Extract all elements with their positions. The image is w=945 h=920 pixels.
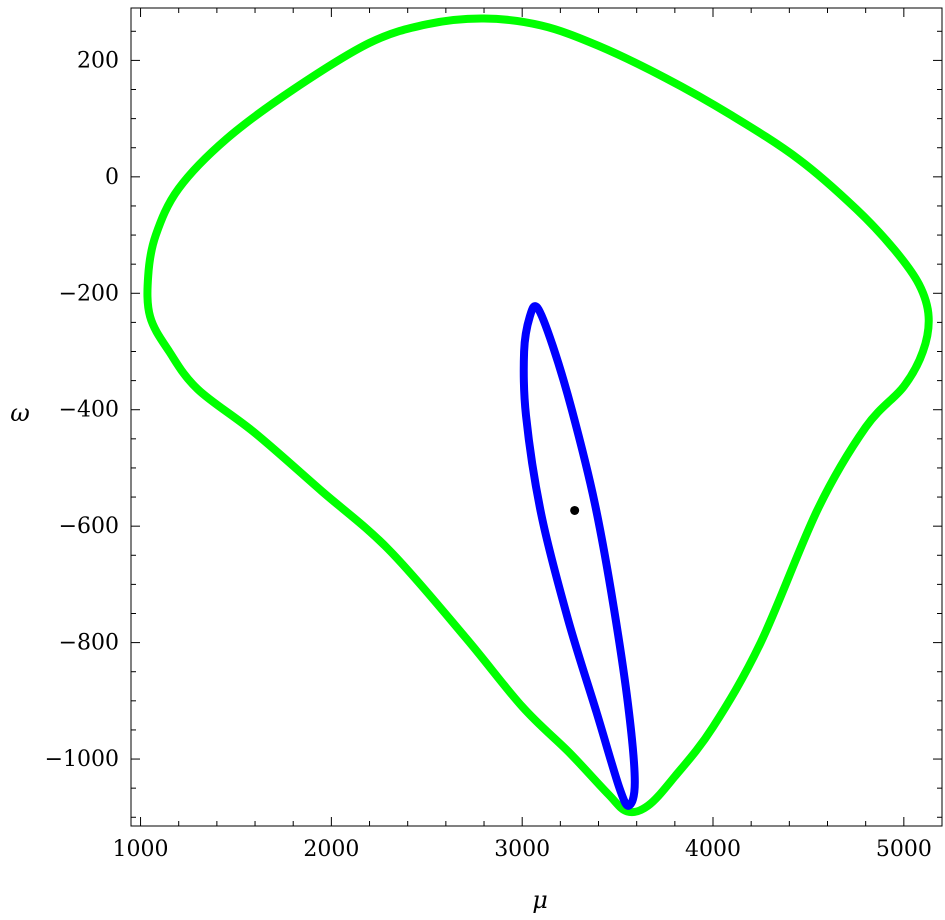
ticks-layer: 1000 2000 3000 4000 50002000−200−400−600−800… [45,8,943,862]
x-tick-label: 5000 [876,837,932,862]
series-contour-2 [519,302,639,810]
y-tick-label: −800 [59,631,119,656]
y-tick-label: −400 [59,398,119,423]
center-point [570,505,580,515]
x-tick-label: 1000 [113,837,169,862]
series-layer [143,14,933,817]
plot-frame [130,7,943,827]
y-axis-title: ω [10,399,30,427]
y-tick-label: 0 [105,165,119,190]
y-tick-label: −1000 [45,747,119,772]
x-tick-label: 2000 [303,837,359,862]
series-contour-1 [143,14,933,817]
y-tick-label: −200 [59,281,119,306]
points-layer [570,505,580,515]
x-tick-label: 4000 [685,837,741,862]
y-tick-label: 200 [77,48,119,73]
y-tick-label: −600 [59,514,119,539]
x-tick-label: 3000 [494,837,550,862]
x-axis-title: μ [532,886,548,914]
